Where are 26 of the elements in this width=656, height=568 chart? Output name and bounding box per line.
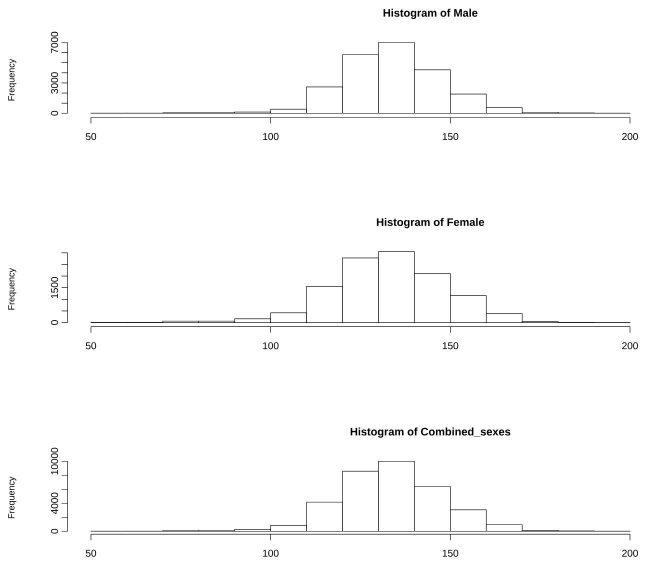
y-axis-title: Frequency [8,476,16,518]
chart-title: Histogram of Female [376,218,484,228]
y-axis-title: Frequency [8,58,16,100]
chart-title: Histogram of Male [384,8,478,19]
chart-title: Histogram of Combined_sexes [350,427,510,438]
x-tick-label: 100 [263,133,279,140]
x-tick-label: 50 [86,342,96,350]
x-tick-label: 150 [442,342,458,350]
y-tick-label: 1500 [51,276,58,298]
y-tick-label: 3000 [51,72,58,94]
x-tick-label: 200 [622,133,638,140]
x-tick-label: 150 [442,550,458,557]
y-tick-label: 0 [51,320,58,325]
y-tick-label: 7000 [51,32,58,54]
y-tick-label: 0 [51,528,58,534]
y-tick-label: 4000 [51,492,58,514]
x-tick-label: 100 [263,342,279,350]
x-tick-label: 100 [263,550,279,557]
x-tick-label: 200 [622,342,638,350]
x-tick-label: 150 [442,133,458,140]
y-axis-title: Frequency [8,268,16,310]
x-tick-label: 50 [86,133,96,140]
y-tick-label: 0 [51,110,58,116]
y-tick-label: 10000 [51,448,58,474]
x-tick-label: 50 [86,550,96,557]
x-tick-label: 200 [622,550,638,557]
